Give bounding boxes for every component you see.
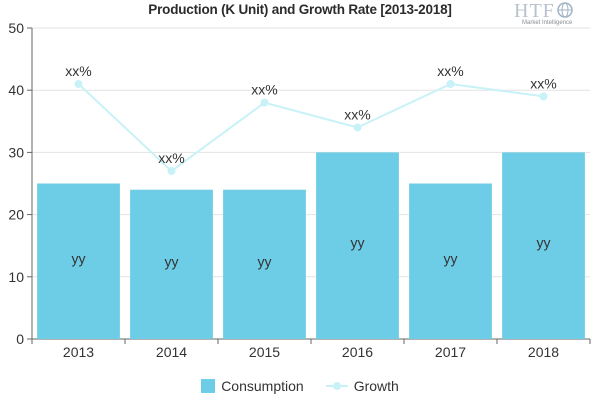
x-tick-label: 2015 bbox=[249, 344, 280, 360]
bar-data-label: yy bbox=[258, 253, 272, 269]
growth-point bbox=[540, 92, 548, 100]
x-tick-label: 2013 bbox=[63, 344, 94, 360]
legend-item-growth[interactable]: Growth bbox=[326, 378, 399, 394]
bar-data-label: yy bbox=[444, 250, 458, 266]
legend-line-swatch bbox=[326, 379, 348, 393]
growth-point bbox=[75, 80, 83, 88]
growth-point bbox=[354, 124, 362, 132]
legend-label-growth: Growth bbox=[354, 378, 399, 394]
bar-data-label: yy bbox=[165, 253, 179, 269]
y-tick-label: 50 bbox=[8, 20, 24, 36]
y-tick-label: 20 bbox=[8, 207, 24, 223]
growth-data-label: xx% bbox=[158, 150, 184, 166]
growth-data-label: xx% bbox=[344, 107, 370, 123]
growth-point bbox=[261, 99, 269, 107]
growth-point bbox=[168, 167, 176, 175]
legend-label-consumption: Consumption bbox=[221, 378, 304, 394]
x-tick-label: 2014 bbox=[156, 344, 187, 360]
legend-item-consumption[interactable]: Consumption bbox=[201, 378, 304, 394]
growth-data-label: xx% bbox=[437, 63, 463, 79]
growth-data-label: xx% bbox=[65, 63, 91, 79]
growth-data-label: xx% bbox=[251, 82, 277, 98]
growth-point bbox=[447, 80, 455, 88]
y-tick-label: 0 bbox=[16, 331, 24, 347]
bar-data-label: yy bbox=[537, 235, 551, 251]
x-tick-label: 2017 bbox=[435, 344, 466, 360]
growth-data-label: xx% bbox=[530, 75, 556, 91]
bar-data-label: yy bbox=[72, 250, 86, 266]
y-tick-label: 30 bbox=[8, 144, 24, 160]
y-tick-label: 10 bbox=[8, 269, 24, 285]
x-tick-label: 2016 bbox=[342, 344, 373, 360]
x-tick-label: 2018 bbox=[528, 344, 559, 360]
growth-line bbox=[79, 84, 544, 171]
y-tick-label: 40 bbox=[8, 82, 24, 98]
legend: Consumption Growth bbox=[0, 378, 600, 394]
legend-bar-swatch bbox=[201, 379, 215, 393]
chart-area: 0 10 20 30 40 50 yy yy yy yy yy yy 2013 2014 2015 2016 2… bbox=[0, 0, 600, 370]
bar-data-label: yy bbox=[351, 235, 365, 251]
